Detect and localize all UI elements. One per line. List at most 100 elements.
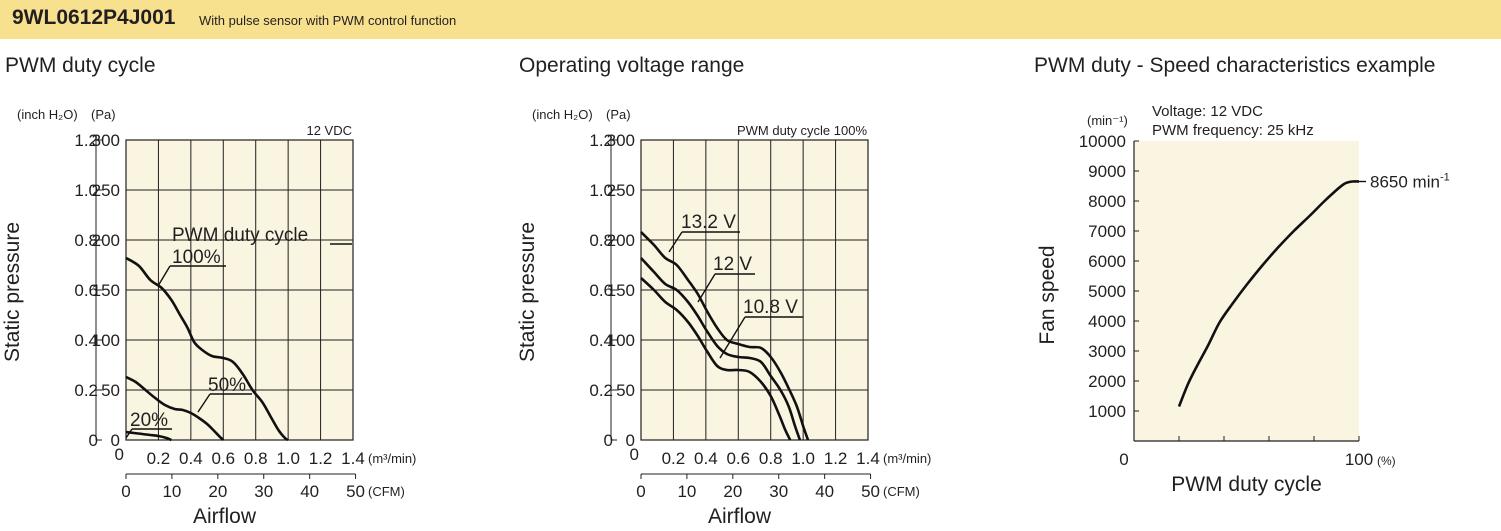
chart2-x-tick-cfm: 50 — [861, 482, 880, 501]
chart3-x-unit: (%) — [1377, 454, 1396, 468]
chart2-y-tick-pa: 300 — [607, 131, 635, 150]
chart1-x-tick-cfm: 20 — [208, 482, 227, 501]
chart1-title: PWM duty cycle — [5, 54, 156, 77]
chart3-end-label: 8650 min-1 — [1370, 172, 1450, 192]
chart2-y-axis-label: Static pressure — [516, 222, 539, 362]
chart2-y-tick-pa: 50 — [616, 381, 635, 400]
chart1-leader-50 — [197, 393, 252, 413]
chart2-y-tick-inch: 0 — [604, 431, 613, 450]
chart2-x-unit-cfm: (CFM) — [883, 484, 920, 499]
chart1-x-tick-m3min: 1.0 — [276, 449, 300, 468]
chart2-y-tick-inch: 0.4 — [589, 331, 613, 350]
chart2-series-label-132: 13.2 V — [681, 212, 736, 233]
chart3-end-label-sup: -1 — [1440, 172, 1450, 184]
chart1-x-tick-cfm: 10 — [162, 482, 181, 501]
model-number: 9WL0612P4J001 — [12, 6, 176, 29]
chart1-y-tick-pa: 100 — [92, 331, 120, 350]
chart1-series-line-2 — [125, 430, 172, 442]
chart1-condition-label: 12 VDC — [306, 123, 352, 138]
chart3-x-tick-100: 100 — [1345, 450, 1373, 469]
chart2-x-tick-m3min: 0.6 — [726, 449, 750, 468]
chart3-y-tick: 9000 — [1088, 162, 1126, 181]
chart3-x-axis-label: PWM duty cycle — [1171, 473, 1322, 496]
chart1-y-unit-inch: (inch H₂O) — [17, 107, 78, 122]
chart1-x-tick-cfm: 0 — [121, 482, 130, 501]
chart2-x-tick-cfm: 20 — [723, 482, 742, 501]
chart1-x-tick-cfm: 30 — [254, 482, 273, 501]
chart1-x-tick-m3min: 0.2 — [147, 449, 171, 468]
chart1-series-label-20: 20% — [130, 410, 168, 431]
chart1-y-axis-label: Static pressure — [1, 222, 24, 362]
chart1-x-tick-m3min: 0.8 — [244, 449, 268, 468]
chart2-x-tick-cfm: 30 — [769, 482, 788, 501]
chart2-series-line-0 — [640, 231, 810, 441]
chart2-y-tick-pa: 150 — [607, 281, 635, 300]
chart1-y-tick-pa: 0 — [111, 431, 120, 450]
chart1-group-label: PWM duty cycle — [172, 225, 308, 246]
chart1-series-line-1 — [125, 375, 225, 441]
chart1-plot-frame — [125, 139, 354, 441]
chart2-leader-132 — [668, 231, 740, 253]
chart1-y-tick-pa: 200 — [92, 231, 120, 250]
chart2-x-tick-m3min: 1.4 — [856, 449, 880, 468]
chart1-series-label-50: 50% — [208, 375, 246, 396]
chart1-x-tick-m3min: 1.2 — [309, 449, 333, 468]
chart1-leader-20 — [125, 428, 172, 439]
chart2-y-tick-pa: 100 — [607, 331, 635, 350]
chart2-series-line-2 — [640, 277, 792, 441]
chart1-leader-100 — [157, 265, 226, 287]
chart2-plot-frame — [640, 139, 869, 441]
chart1-x-tick-cfm: 40 — [300, 482, 319, 501]
chart3-plot-area — [1134, 141, 1359, 441]
chart1-y-tick-inch: 0.4 — [74, 331, 98, 350]
chart1-x-tick-m3min: 0.6 — [211, 449, 235, 468]
chart1-series-label-100: 100% — [172, 247, 221, 268]
chart2-y-unit-inch: (inch H₂O) — [532, 107, 593, 122]
chart3-y-tick: 6000 — [1088, 252, 1126, 271]
chart1-x-tick-zero: 0 — [115, 445, 124, 464]
chart3-annotation-voltage: Voltage: 12 VDC — [1152, 103, 1263, 120]
chart2-y-tick-inch: 1.2 — [589, 131, 613, 150]
chart2-condition-label: PWM duty cycle 100% — [737, 123, 867, 138]
chart1-x-unit-m3min: (m³/min) — [368, 451, 416, 466]
chart1-y-tick-pa: 50 — [101, 381, 120, 400]
chart2-series-label-108: 10.8 V — [743, 297, 798, 318]
chart2-x-tick-cfm: 0 — [636, 482, 645, 501]
chart1-y-unit-pa: (Pa) — [91, 107, 116, 122]
chart2-x-tick-m3min: 1.0 — [791, 449, 815, 468]
chart2-x-axis-label: Airflow — [708, 505, 772, 528]
chart3-y-tick: 8000 — [1088, 192, 1126, 211]
chart3-x-tick-0: 0 — [1119, 450, 1128, 469]
chart2-x-tick-m3min: 1.2 — [824, 449, 848, 468]
title-banner — [0, 0, 1501, 39]
chart2-y-tick-inch: 1.0 — [589, 181, 613, 200]
chart1-x-tick-m3min: 0.4 — [179, 449, 203, 468]
chart2-series-line-1 — [640, 257, 802, 441]
chart3-y-tick: 7000 — [1088, 222, 1126, 241]
chart2-y-tick-inch: 0.2 — [589, 381, 613, 400]
chart1-y-tick-inch: 0 — [89, 431, 98, 450]
chart3-y-tick: 3000 — [1088, 342, 1126, 361]
chart2-y-tick-pa: 0 — [626, 431, 635, 450]
chart1-series-line-0 — [125, 256, 289, 442]
chart1-x-unit-cfm: (CFM) — [368, 484, 405, 499]
chart3-series-line-0 — [1177, 180, 1360, 407]
chart1-y-tick-pa: 300 — [92, 131, 120, 150]
chart1-y-tick-inch: 0.8 — [74, 231, 98, 250]
chart2-leader-12 — [697, 273, 755, 303]
chart3-y-unit: (min⁻¹) — [1087, 113, 1128, 128]
chart1-y-tick-pa: 250 — [92, 181, 120, 200]
chart2-x-unit-m3min: (m³/min) — [883, 451, 931, 466]
chart2-x-tick-zero: 0 — [630, 445, 639, 464]
chart2-x-tick-cfm: 40 — [815, 482, 834, 501]
chart2-y-tick-pa: 250 — [607, 181, 635, 200]
chart3-y-tick: 4000 — [1088, 312, 1126, 331]
chart3-y-tick: 2000 — [1088, 372, 1126, 391]
chart1-x-tick-m3min: 1.4 — [341, 449, 365, 468]
chart2-y-tick-inch: 0.8 — [589, 231, 613, 250]
chart3-annotation-frequency: PWM frequency: 25 kHz — [1152, 122, 1314, 139]
chart2-x-tick-cfm: 10 — [677, 482, 696, 501]
chart1-grid — [126, 140, 353, 440]
chart1-x-axis-label: Airflow — [193, 505, 257, 528]
